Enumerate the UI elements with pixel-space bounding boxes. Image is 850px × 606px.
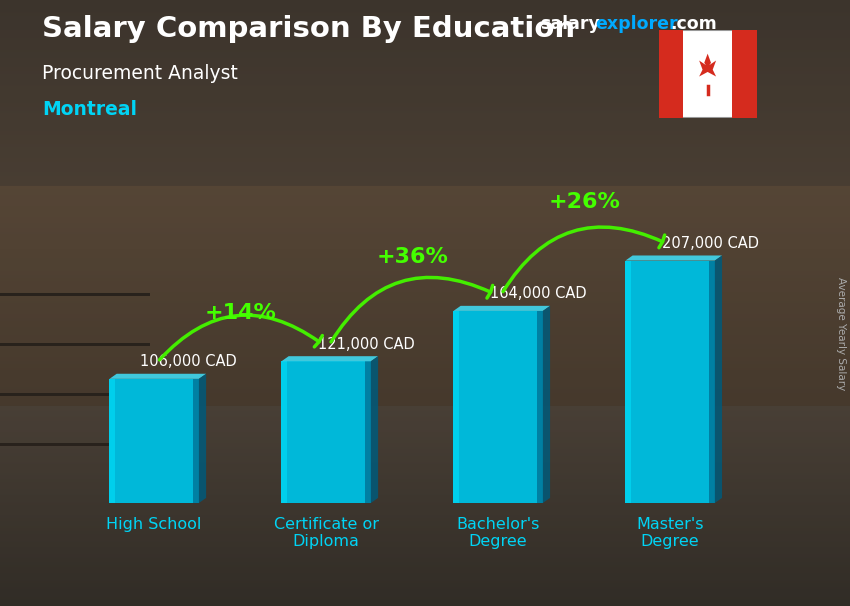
Text: .com: .com <box>670 15 717 33</box>
Polygon shape <box>715 256 722 503</box>
Polygon shape <box>110 374 206 379</box>
Bar <box>659 30 683 118</box>
Text: 121,000 CAD: 121,000 CAD <box>318 336 414 351</box>
Text: Montreal: Montreal <box>42 100 138 119</box>
Polygon shape <box>453 306 550 311</box>
Polygon shape <box>626 256 722 261</box>
Polygon shape <box>543 306 550 503</box>
Polygon shape <box>700 54 716 76</box>
Text: Salary Comparison By Education: Salary Comparison By Education <box>42 15 575 43</box>
Bar <box>709 261 715 503</box>
Bar <box>626 261 632 503</box>
Text: 164,000 CAD: 164,000 CAD <box>490 286 586 301</box>
Text: salary: salary <box>540 15 599 33</box>
Bar <box>110 379 199 503</box>
Bar <box>281 361 371 503</box>
Bar <box>281 361 287 503</box>
Bar <box>365 361 371 503</box>
Bar <box>453 311 460 503</box>
Text: Procurement Analyst: Procurement Analyst <box>42 64 238 82</box>
Text: +26%: +26% <box>548 192 620 212</box>
Polygon shape <box>199 374 206 503</box>
Text: explorer: explorer <box>595 15 677 33</box>
Text: 207,000 CAD: 207,000 CAD <box>661 236 758 251</box>
Bar <box>110 379 116 503</box>
Bar <box>732 30 756 118</box>
Bar <box>453 311 543 503</box>
Text: +14%: +14% <box>204 302 276 322</box>
Polygon shape <box>281 356 378 361</box>
Text: +36%: +36% <box>377 247 448 267</box>
Text: Average Yearly Salary: Average Yearly Salary <box>836 277 846 390</box>
Text: 106,000 CAD: 106,000 CAD <box>140 354 237 369</box>
Polygon shape <box>371 356 378 503</box>
Bar <box>537 311 543 503</box>
Bar <box>193 379 199 503</box>
Bar <box>626 261 715 503</box>
